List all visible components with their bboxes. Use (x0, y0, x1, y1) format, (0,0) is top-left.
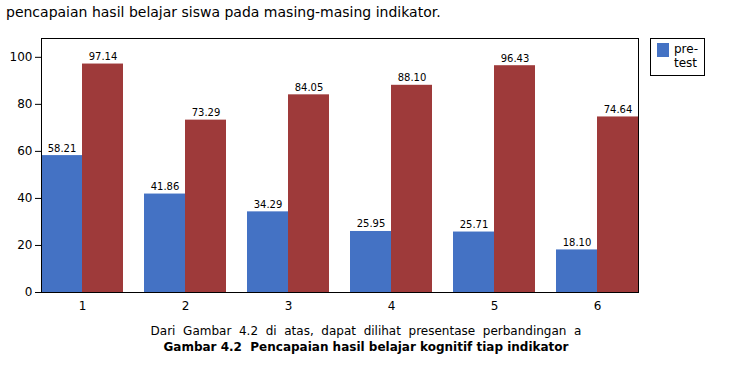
svg-text:1: 1 (79, 299, 87, 313)
html-text:Dari Gambar 4.2 di atas, dapat: Dari Gambar 4.2 di atas, dapat dilihat p… (150, 324, 582, 338)
svg-text:88.10: 88.10 (398, 72, 427, 83)
svg-text:100: 100 (10, 50, 33, 64)
svg-text:6: 6 (594, 299, 602, 313)
html-text:Gambar 4.2 Pencapaian hasil be: Gambar 4.2 Pencapaian hasil belajar kogn… (163, 340, 569, 354)
svg-text:80: 80 (17, 97, 32, 111)
svg-text:58.21: 58.21 (48, 143, 77, 154)
svg-text:0: 0 (25, 285, 33, 299)
svg-text:25.95: 25.95 (357, 218, 386, 229)
svg-text:5: 5 (491, 299, 499, 313)
svg-text:20: 20 (17, 238, 32, 252)
svg-text:73.29: 73.29 (192, 107, 221, 118)
svg-text:34.29: 34.29 (254, 199, 283, 210)
svg-text:3: 3 (285, 299, 293, 313)
svg-text:97.14: 97.14 (89, 51, 118, 62)
html-text:pencapaian hasil belajar siswa: pencapaian hasil belajar siswa pada masi… (6, 4, 441, 20)
svg-text:25.71: 25.71 (460, 219, 489, 230)
svg-text:18.10: 18.10 (563, 237, 592, 248)
svg-text:4: 4 (388, 299, 396, 313)
html-text:pre- test: pre- test (674, 42, 698, 70)
svg-text:41.86: 41.86 (151, 181, 180, 192)
svg-text:84.05: 84.05 (295, 82, 324, 93)
svg-text:96.43: 96.43 (501, 53, 530, 64)
svg-text:2: 2 (182, 299, 190, 313)
svg-text:74.64: 74.64 (604, 104, 633, 115)
svg-text:40: 40 (17, 191, 32, 205)
svg-text:60: 60 (17, 144, 32, 158)
